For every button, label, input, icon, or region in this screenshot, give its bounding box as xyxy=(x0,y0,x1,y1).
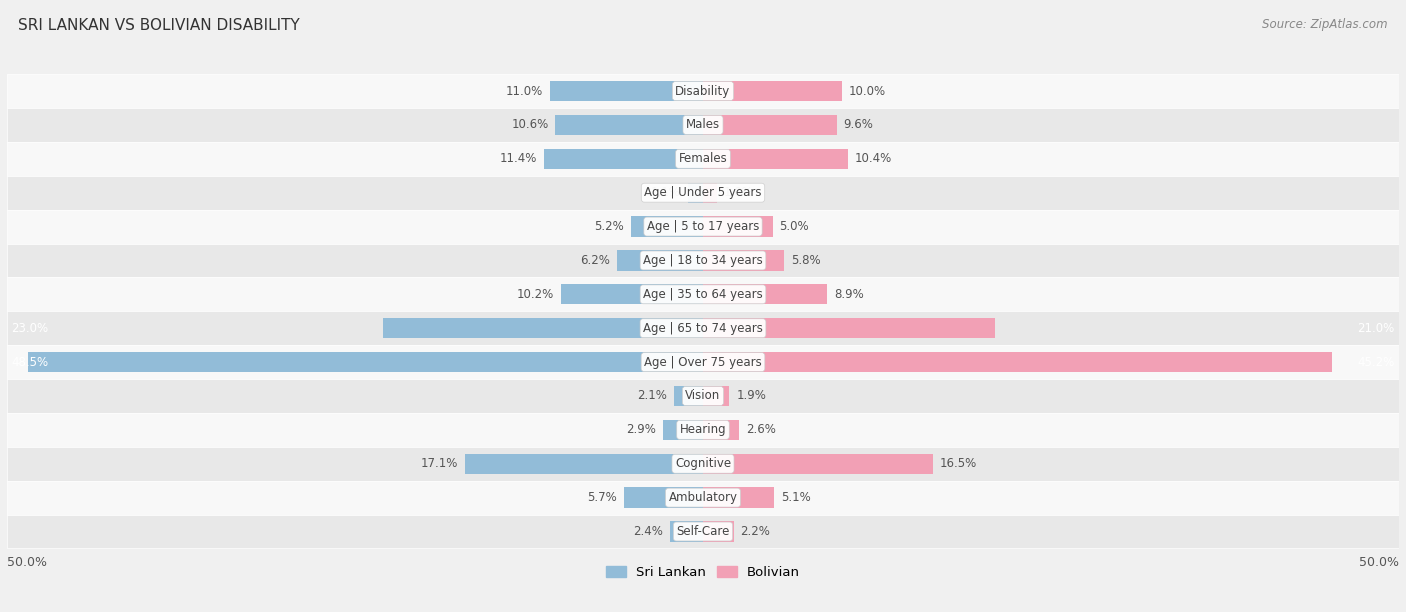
Text: 10.6%: 10.6% xyxy=(512,118,548,132)
Bar xyxy=(7,176,1399,210)
Text: 16.5%: 16.5% xyxy=(939,457,977,470)
Bar xyxy=(7,142,1399,176)
Text: 6.2%: 6.2% xyxy=(579,254,610,267)
Text: 23.0%: 23.0% xyxy=(11,322,48,335)
Text: 5.8%: 5.8% xyxy=(790,254,820,267)
Bar xyxy=(631,217,703,237)
Text: Cognitive: Cognitive xyxy=(675,457,731,470)
Bar xyxy=(703,284,827,305)
Text: 9.6%: 9.6% xyxy=(844,118,873,132)
Bar xyxy=(465,453,703,474)
Bar xyxy=(7,277,1399,312)
Bar xyxy=(382,318,703,338)
Bar xyxy=(624,488,703,508)
Bar xyxy=(7,413,1399,447)
Text: 21.0%: 21.0% xyxy=(1358,322,1395,335)
Bar xyxy=(703,420,740,440)
Text: Males: Males xyxy=(686,118,720,132)
Text: 45.2%: 45.2% xyxy=(1358,356,1395,368)
Text: Hearing: Hearing xyxy=(679,424,727,436)
Bar xyxy=(555,115,703,135)
Bar xyxy=(703,521,734,542)
Bar xyxy=(703,115,837,135)
Bar xyxy=(7,312,1399,345)
Text: 2.1%: 2.1% xyxy=(637,389,666,403)
Bar xyxy=(7,447,1399,480)
Text: Age | 18 to 34 years: Age | 18 to 34 years xyxy=(643,254,763,267)
Bar xyxy=(28,352,703,372)
Bar xyxy=(669,521,703,542)
Bar xyxy=(703,182,717,203)
Bar xyxy=(703,81,842,101)
Text: Females: Females xyxy=(679,152,727,165)
Bar xyxy=(7,244,1399,277)
Text: Disability: Disability xyxy=(675,84,731,97)
Text: 10.4%: 10.4% xyxy=(855,152,891,165)
Text: 5.7%: 5.7% xyxy=(586,491,617,504)
Bar xyxy=(7,108,1399,142)
Bar xyxy=(7,74,1399,108)
Text: 2.2%: 2.2% xyxy=(741,525,770,538)
Bar xyxy=(662,420,703,440)
Text: Age | Under 5 years: Age | Under 5 years xyxy=(644,186,762,199)
Bar xyxy=(550,81,703,101)
Bar xyxy=(703,250,783,271)
Text: Age | Over 75 years: Age | Over 75 years xyxy=(644,356,762,368)
Text: 10.0%: 10.0% xyxy=(849,84,886,97)
Text: 1.1%: 1.1% xyxy=(651,186,681,199)
Bar xyxy=(7,515,1399,548)
Text: Vision: Vision xyxy=(685,389,721,403)
Bar xyxy=(703,217,773,237)
Bar xyxy=(7,210,1399,244)
Text: 2.4%: 2.4% xyxy=(633,525,662,538)
Text: 48.5%: 48.5% xyxy=(11,356,48,368)
Text: 11.4%: 11.4% xyxy=(501,152,537,165)
Legend: Sri Lankan, Bolivian: Sri Lankan, Bolivian xyxy=(600,561,806,584)
Text: 1.9%: 1.9% xyxy=(737,389,766,403)
Bar xyxy=(703,149,848,169)
Text: 17.1%: 17.1% xyxy=(420,457,458,470)
Text: 2.9%: 2.9% xyxy=(626,424,655,436)
Text: 10.2%: 10.2% xyxy=(517,288,554,301)
Bar xyxy=(7,480,1399,515)
Text: SRI LANKAN VS BOLIVIAN DISABILITY: SRI LANKAN VS BOLIVIAN DISABILITY xyxy=(18,18,299,34)
Text: 50.0%: 50.0% xyxy=(1360,556,1399,569)
Text: 2.6%: 2.6% xyxy=(747,424,776,436)
Text: Age | 35 to 64 years: Age | 35 to 64 years xyxy=(643,288,763,301)
Bar xyxy=(703,453,932,474)
Text: Age | 65 to 74 years: Age | 65 to 74 years xyxy=(643,322,763,335)
Bar xyxy=(544,149,703,169)
Bar xyxy=(7,379,1399,413)
Bar xyxy=(673,386,703,406)
Bar xyxy=(703,488,773,508)
Text: Self-Care: Self-Care xyxy=(676,525,730,538)
Text: 5.1%: 5.1% xyxy=(780,491,811,504)
Text: Ambulatory: Ambulatory xyxy=(668,491,738,504)
Bar xyxy=(561,284,703,305)
Text: Age | 5 to 17 years: Age | 5 to 17 years xyxy=(647,220,759,233)
Bar xyxy=(703,386,730,406)
Text: 8.9%: 8.9% xyxy=(834,288,863,301)
Text: 11.0%: 11.0% xyxy=(506,84,543,97)
Bar xyxy=(688,182,703,203)
Text: 5.0%: 5.0% xyxy=(779,220,810,233)
Text: Source: ZipAtlas.com: Source: ZipAtlas.com xyxy=(1263,18,1388,31)
Bar xyxy=(7,345,1399,379)
Bar xyxy=(703,352,1331,372)
Bar xyxy=(703,318,995,338)
Text: 1.0%: 1.0% xyxy=(724,186,754,199)
Text: 5.2%: 5.2% xyxy=(593,220,624,233)
Bar xyxy=(617,250,703,271)
Text: 50.0%: 50.0% xyxy=(7,556,46,569)
